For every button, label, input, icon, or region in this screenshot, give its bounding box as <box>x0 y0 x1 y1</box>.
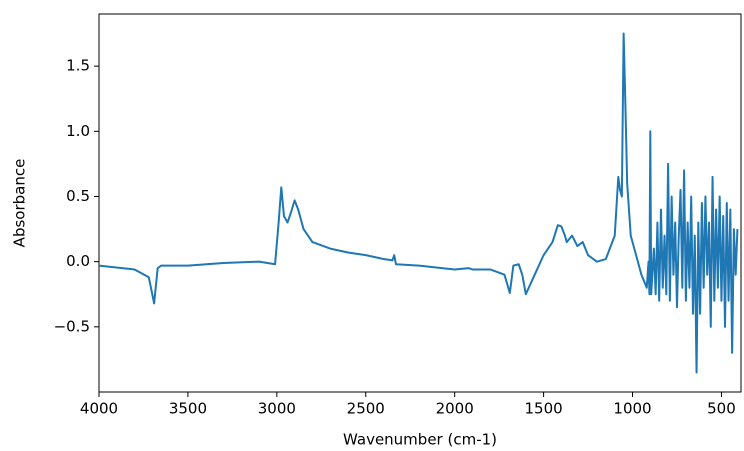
y-tick-label: 0.0 <box>66 252 90 270</box>
x-tick-label: 3500 <box>169 400 207 418</box>
x-tick-label: 4000 <box>80 400 118 418</box>
y-tick-label: 0.5 <box>66 187 90 205</box>
x-tick-label: 2000 <box>436 400 474 418</box>
x-tick-label: 1500 <box>525 400 563 418</box>
x-tick-label: 3000 <box>258 400 296 418</box>
y-tick-label: −0.5 <box>54 317 90 335</box>
y-tick-label: 1.5 <box>66 57 90 75</box>
x-tick-label: 2500 <box>347 400 385 418</box>
spectrum-line <box>98 32 739 374</box>
x-tick-label: 1000 <box>613 400 651 418</box>
y-tick-label: 1.0 <box>66 122 90 140</box>
x-tick-label: 500 <box>707 400 736 418</box>
x-axis-label: Wavenumber (cm-1) <box>343 431 497 449</box>
plot-frame <box>98 13 742 393</box>
y-axis-label: Absorbance <box>11 159 29 248</box>
